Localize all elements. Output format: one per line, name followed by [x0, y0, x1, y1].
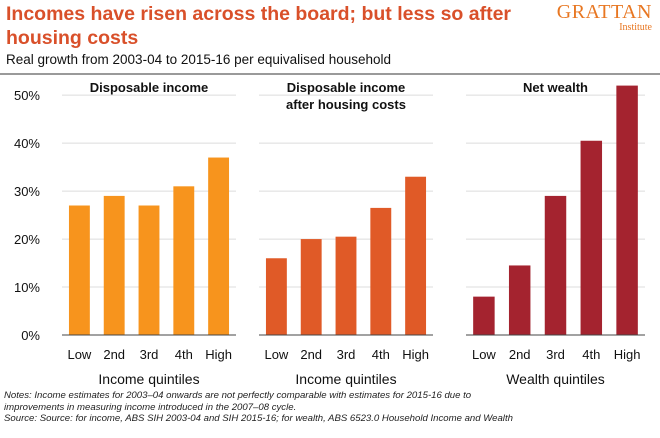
y-tick-label: 40% [14, 136, 40, 151]
bar [103, 195, 125, 335]
x-tick-label: High [402, 347, 429, 362]
bar [335, 236, 357, 335]
grattan-logo: GRATTAN Institute [557, 2, 652, 33]
panel-title: Disposable income [287, 80, 405, 95]
panel-title: after housing costs [286, 97, 406, 112]
chart-svg: 0% 10% 20% 30% 40% 50% Low 2nd 3rd 4th High Disposa… [13, 80, 645, 387]
bar [616, 85, 638, 335]
x-tick-label: High [205, 347, 232, 362]
x-tick-label: 2nd [103, 347, 125, 362]
y-tick-label: 50% [14, 88, 40, 103]
note-line-3: Source: Source: for income, ABS SIH 2003… [4, 413, 513, 424]
chart-subtitle: Real growth from 2003-04 to 2015-16 per … [6, 52, 392, 67]
bar [265, 258, 287, 335]
bar [508, 265, 531, 335]
bar [580, 140, 603, 335]
y-tick-label: 0% [21, 328, 40, 343]
bar [300, 239, 322, 335]
bar [208, 157, 230, 335]
note-line-1: Notes: Income estimates for 2003–04 onwa… [4, 390, 472, 401]
y-tick-label: 30% [14, 184, 40, 199]
x-axis-label: Income quintiles [98, 371, 199, 387]
x-tick-label: 4th [582, 347, 600, 362]
x-tick-label: Low [67, 347, 91, 362]
x-tick-label: 3rd [546, 347, 565, 362]
panel-title: Net wealth [523, 80, 588, 95]
bar [173, 186, 195, 335]
header-divider [0, 73, 660, 75]
x-tick-label: Low [264, 347, 288, 362]
x-tick-label: 3rd [337, 347, 356, 362]
bar [544, 195, 567, 335]
bar [473, 296, 495, 335]
x-tick-label: 2nd [509, 347, 531, 362]
bar [370, 207, 392, 335]
x-tick-label: Low [472, 347, 496, 362]
notes-block: Notes: Income estimates for 2003–04 onwa… [4, 390, 654, 425]
note-line-2: improvements in measuring income introdu… [4, 401, 297, 413]
x-axis-label: Income quintiles [295, 371, 396, 387]
bar [68, 205, 90, 335]
brand-name: GRATTAN [556, 1, 652, 23]
brand-sub: Institute [619, 22, 652, 33]
x-tick-label: 2nd [300, 347, 322, 362]
bar [138, 205, 160, 335]
x-tick-label: 4th [175, 347, 193, 362]
bar [405, 176, 427, 335]
x-axis-label: Wealth quintiles [506, 371, 605, 387]
x-tick-label: 3rd [140, 347, 159, 362]
panel-title: Disposable income [90, 80, 208, 95]
x-tick-label: 4th [372, 347, 390, 362]
chart-title: Incomes have risen across the board; but… [6, 3, 512, 49]
x-tick-label: High [614, 347, 641, 362]
y-tick-label: 10% [14, 280, 40, 295]
y-tick-label: 20% [14, 232, 40, 247]
